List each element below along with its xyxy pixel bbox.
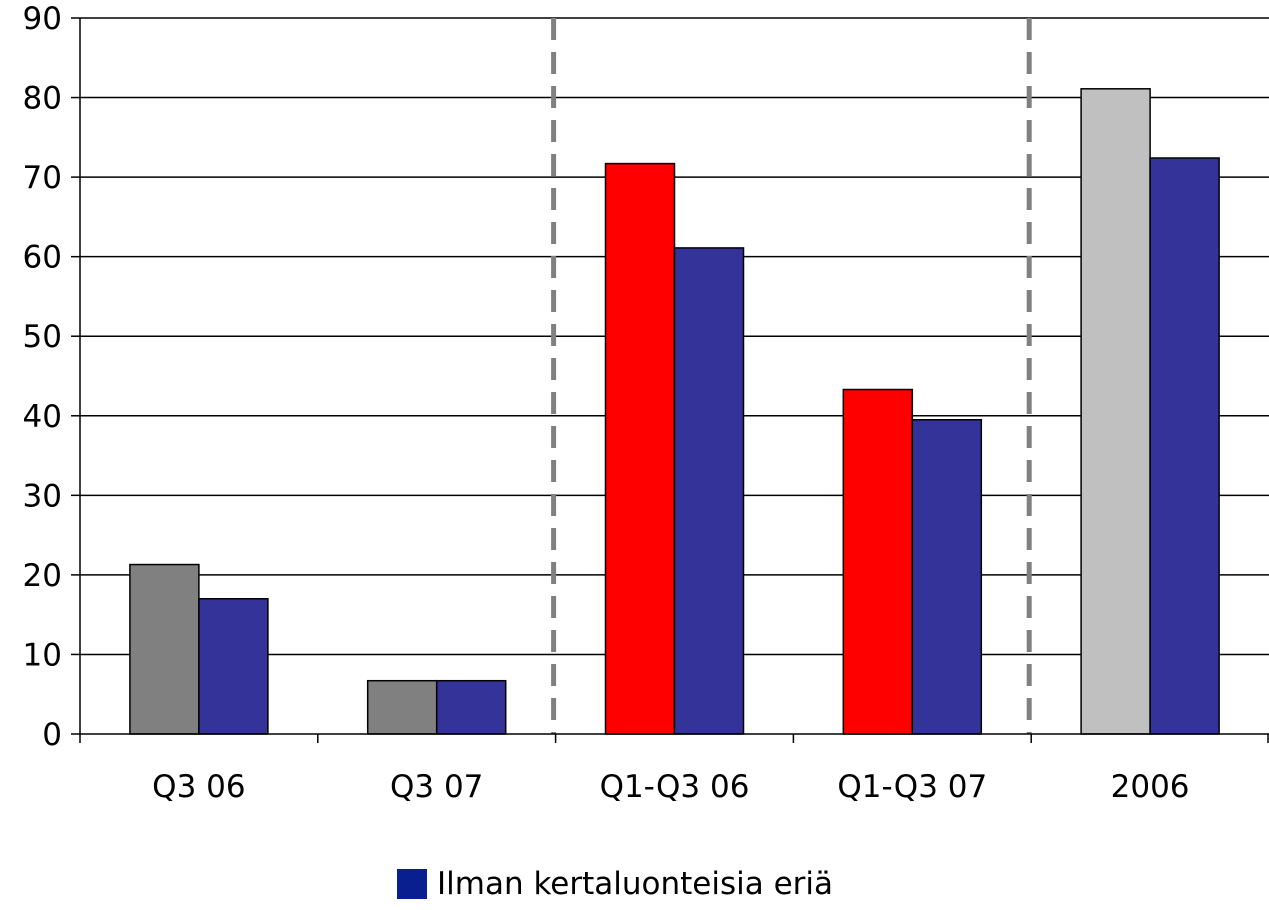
legend-label: Ilman kertaluonteisia eriä [437,866,834,902]
x-tick-label: Q3 07 [390,769,483,805]
bar [1080,88,1151,735]
bar [129,563,200,735]
bar [842,388,914,735]
y-tick-label: 90 [23,1,62,37]
bar [435,679,507,735]
x-tick-label: Q1-Q3 07 [837,769,987,805]
bars [129,88,1220,735]
bar [604,162,676,735]
legend: Ilman kertaluonteisia eriä [397,866,833,902]
y-tick-label: 30 [23,478,62,514]
y-tick-label: 0 [42,717,62,753]
y-tick-labels: 0 10 20 30 40 50 60 70 80 90 [23,1,62,753]
y-tick-label: 50 [23,319,62,355]
bar [366,679,438,735]
x-tick-labels: Q3 06 Q3 07 Q1-Q3 06 Q1-Q3 07 2006 [152,769,1189,805]
bar [911,419,983,735]
period-separators [551,18,1032,734]
y-tick-label: 80 [23,81,62,117]
legend-swatch [397,869,427,899]
y-tick-label: 60 [23,240,62,276]
bar-chart: 0 10 20 30 40 50 60 70 80 90 Q3 06 Q3 07 Q1-Q3 06 Q1… [23,1,1269,805]
y-tick-label: 40 [23,399,62,435]
bar [673,247,745,735]
x-tick-label: 2006 [1111,769,1190,805]
y-tick-label: 70 [23,160,62,196]
axes [79,18,1269,743]
x-tick-label: Q1-Q3 06 [600,769,750,805]
bar [198,598,269,735]
x-tick-label: Q3 06 [152,769,245,805]
bar [1149,157,1220,735]
y-tick-label: 10 [23,637,62,673]
y-tick-label: 20 [23,558,62,594]
